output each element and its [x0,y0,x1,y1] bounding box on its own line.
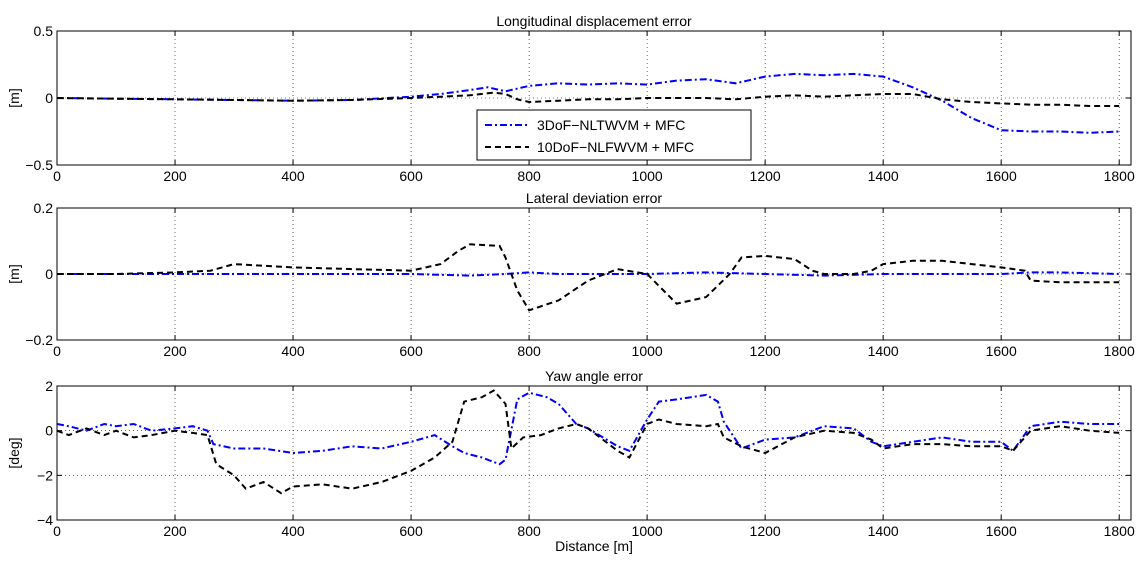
panel-2: 0 200 400 600 800 1000 1200 1400 1600 1800−0.200.… [6,190,1135,359]
y-tick-label: 0 [45,90,53,106]
x-tick-label: 1400 [868,168,899,184]
y-tick-label: 0.5 [34,23,54,39]
x-tick-label: 1600 [986,343,1017,359]
x-tick-label: 1000 [632,343,663,359]
x-tick-label: 1400 [868,523,899,539]
x-tick-label: 800 [517,523,541,539]
x-tick-label: 1800 [1104,343,1135,359]
x-tick-label: 0 [53,343,61,359]
y-tick-label: −2 [37,467,53,483]
y-tick-label: 0 [45,423,53,439]
x-tick-label: 200 [163,523,187,539]
x-tick-label: 600 [399,523,423,539]
y-axis-label: [m] [6,264,22,283]
y-tick-label: 0.2 [34,200,54,216]
panel-title: Longitudinal displacement error [496,13,692,29]
panel-3: 0 200 400 600 800 1000 1200 1400 1600 1800 −4 −2 0 2 Y… [6,368,1135,554]
x-tick-label: 400 [281,343,305,359]
x-tick-label: 200 [163,343,187,359]
series-line-2 [57,389,1120,495]
x-tick-label: 1000 [632,168,663,184]
x-tick-label: 400 [281,168,305,184]
x-tick-label: 400 [281,523,305,539]
panel-title: Yaw angle error [545,368,643,384]
panel-1: 0 200 400 600 800 1000 1200 1400 1600 1800−0.500.… [6,13,1135,184]
x-tick-label: 0 [53,168,61,184]
y-tick-label: −0.2 [25,332,53,348]
y-tick-label: −0.5 [25,157,53,173]
x-tick-label: 800 [517,343,541,359]
legend-label-2: 10DoF−NLFWVM + MFC [537,139,694,155]
y-tick-label: −4 [37,512,53,528]
x-tick-label: 1000 [632,523,663,539]
y-axis-label: [m] [6,88,22,107]
x-tick-label: 1600 [986,523,1017,539]
y-tick-label: 2 [45,378,53,394]
legend-box [476,109,752,161]
x-tick-label: 800 [517,168,541,184]
x-axis-label: Distance [m] [555,538,633,554]
y-tick-label: 0 [45,266,53,282]
series-line-1 [57,271,1120,277]
x-tick-label: 600 [399,343,423,359]
x-tick-label: 1200 [750,343,781,359]
plot-area [56,385,1132,521]
series-line-1 [57,391,1120,466]
x-tick-label: 1400 [868,343,899,359]
x-tick-label: 1800 [1104,523,1135,539]
legend: 3DoF−NLTWVM + MFC 10DoF−NLFWVM + MFC [476,109,752,161]
series-line-2 [57,91,1120,107]
legend-label-1: 3DoF−NLTWVM + MFC [537,117,685,133]
series-line-2 [57,243,1120,312]
x-tick-label: 0 [53,523,61,539]
x-tick-label: 600 [399,168,423,184]
x-tick-label: 200 [163,168,187,184]
panel-title: Lateral deviation error [526,190,663,206]
x-tick-label: 1800 [1104,168,1135,184]
x-tick-label: 1600 [986,168,1017,184]
y-axis-label: [deg] [6,437,22,468]
x-tick-label: 1200 [750,523,781,539]
x-tick-label: 1200 [750,168,781,184]
